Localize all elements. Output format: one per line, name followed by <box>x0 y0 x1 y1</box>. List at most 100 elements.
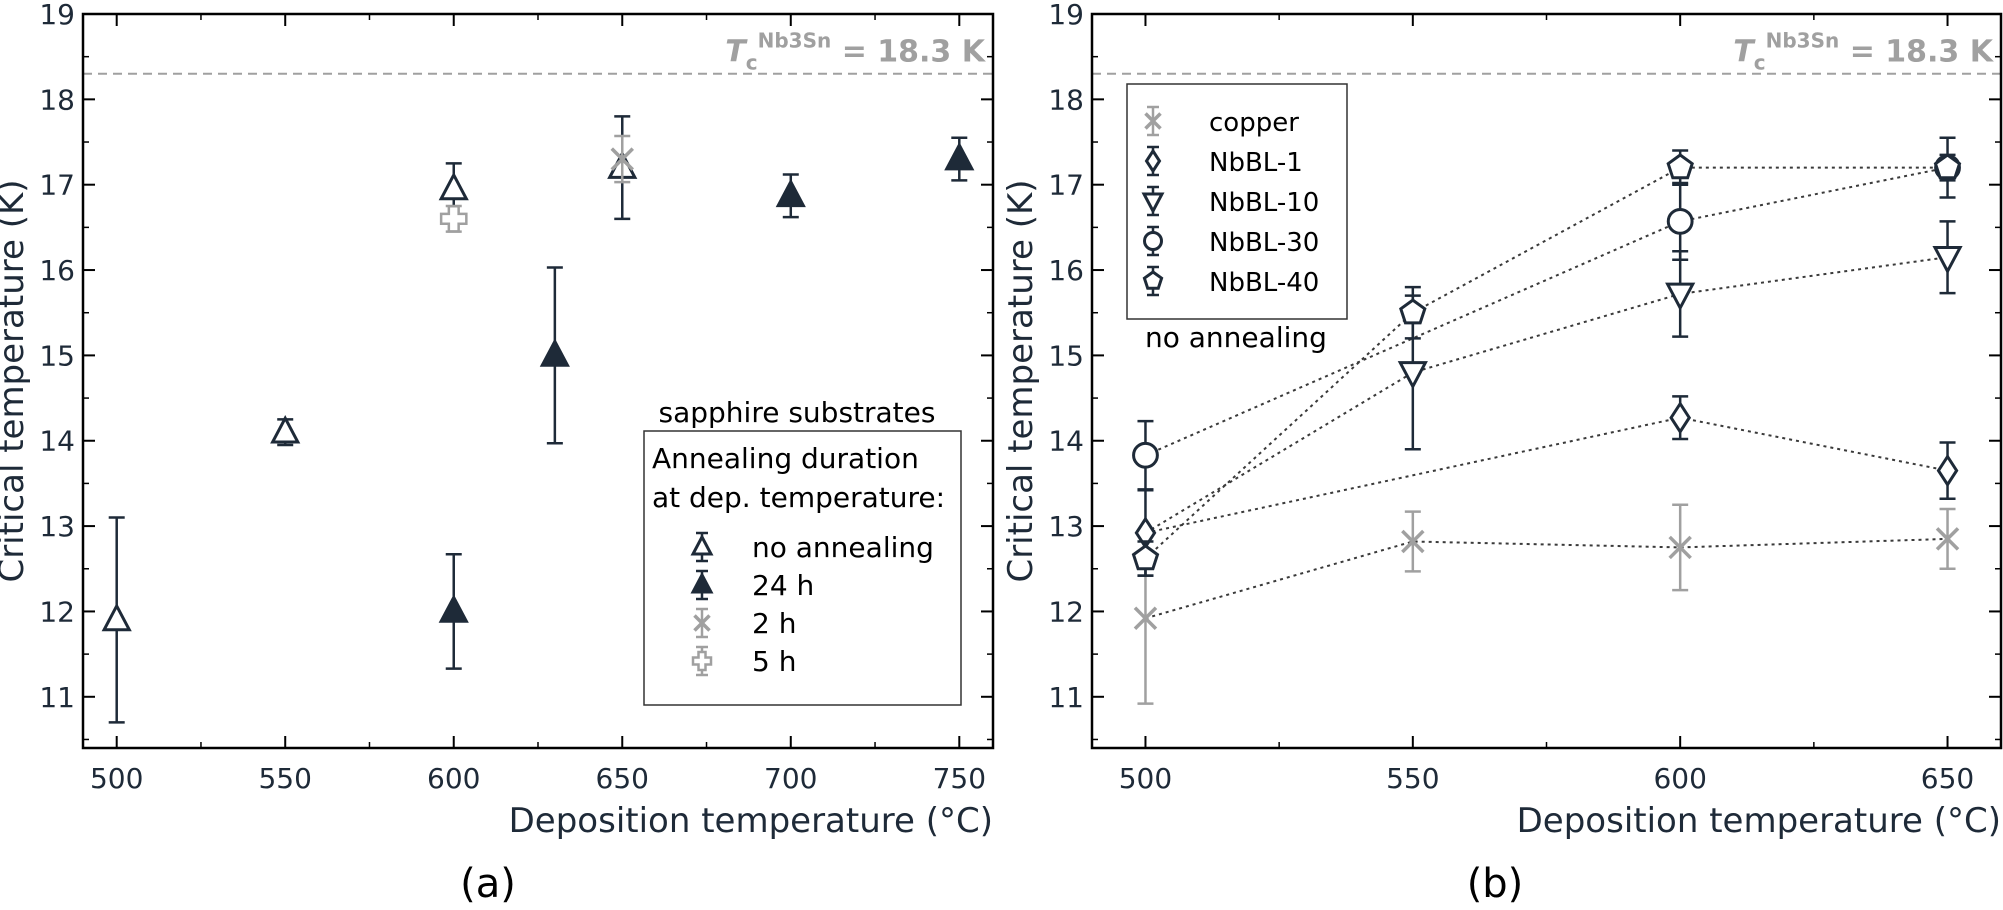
legend-label: 5 h <box>752 645 796 678</box>
data-point <box>439 204 468 233</box>
data-point <box>1935 527 1960 551</box>
data-point <box>1936 453 1959 488</box>
data-point <box>1133 606 1158 631</box>
legend-subtitle: at dep. temperature: <box>652 481 945 514</box>
legend-marker <box>1143 231 1163 251</box>
x-tick-label: 600 <box>1653 762 1706 795</box>
x-axis-label: Deposition temperature (°C) <box>509 801 993 841</box>
y-tick-label: 15 <box>1048 339 1084 372</box>
data-point <box>1397 361 1428 390</box>
data-point <box>1666 153 1694 180</box>
x-tick-label: 500 <box>90 762 143 795</box>
legend-label: NbBL-40 <box>1209 268 1319 298</box>
data-point <box>1132 441 1159 469</box>
tc-superscript: Nb3Sn <box>1766 29 1840 53</box>
data-point <box>1665 282 1696 312</box>
data-point <box>101 602 132 632</box>
series-nbbl-40 <box>1131 149 1962 577</box>
y-tick-label: 18 <box>1048 83 1084 116</box>
tc-subscript: c <box>1754 51 1766 75</box>
data-point <box>438 594 469 623</box>
x-tick-label: 500 <box>1119 762 1172 795</box>
y-tick-label: 12 <box>39 595 75 628</box>
marker-stroke <box>1668 535 1692 560</box>
data-point <box>1401 529 1425 554</box>
x-tick-label: 750 <box>933 762 986 795</box>
legend-subtitle: Annealing duration <box>652 442 919 475</box>
y-axis-label: Critical temperature (K) <box>1001 179 1041 582</box>
marker-stroke <box>610 147 634 171</box>
chart-panel-a: TcNb3Sn = 18.3 K 500 550 600 650 700 750 11 12 13… <box>0 0 995 841</box>
legend-label: NbBL-1 <box>1209 148 1303 178</box>
x-tick-label: 550 <box>1386 762 1439 795</box>
marker-stroke <box>1133 606 1158 631</box>
y-tick-label: 11 <box>1048 681 1084 714</box>
data-point <box>1932 245 1963 275</box>
legend-item: 2 h <box>693 607 796 640</box>
tc-reference-label-b: TcNb3Sn = 18.3 K <box>1733 29 1994 75</box>
y-tick-label: 13 <box>39 510 75 543</box>
legend-item: no annealing <box>690 531 934 564</box>
tc-symbol: T <box>1733 35 1756 70</box>
dotted-connector-line <box>1145 537 1948 620</box>
legend-item: NbBL-1 <box>1144 145 1303 178</box>
series-nbbl-1 <box>1134 395 1959 577</box>
y-tick-label: 18 <box>39 83 75 116</box>
tc-value: = 18.3 K <box>831 35 986 70</box>
legend-marker <box>690 571 714 594</box>
x-tick-label: 650 <box>1921 762 1974 795</box>
legend-title: sapphire substrates <box>659 396 936 429</box>
legend-note: no annealing <box>1145 321 1327 354</box>
tc-subscript: c <box>746 51 758 75</box>
legend-label: copper <box>1209 108 1299 138</box>
marker-stroke <box>1144 112 1162 130</box>
tc-symbol: T <box>725 35 748 70</box>
data-point <box>610 147 634 171</box>
legend-marker <box>1144 112 1162 130</box>
panel-label-b: (b) <box>1467 861 1524 907</box>
data-point <box>539 338 570 367</box>
data-point <box>1668 535 1692 560</box>
series-24-h <box>438 136 975 670</box>
x-tick-label: 600 <box>427 762 480 795</box>
y-tick-label: 11 <box>39 681 75 714</box>
legend-marker <box>1142 270 1164 290</box>
y-tick-label: 12 <box>1048 595 1084 628</box>
data-point <box>775 178 806 208</box>
y-axis-label: Critical temperature (K) <box>0 179 32 582</box>
y-tick-label: 16 <box>1048 254 1084 287</box>
y-tick-label: 13 <box>1048 510 1084 543</box>
series-copper <box>1133 503 1960 705</box>
y-tick-label: 14 <box>39 425 75 458</box>
y-tick-label: 16 <box>39 254 75 287</box>
legend-marker <box>693 614 711 632</box>
marker-stroke <box>1935 527 1960 551</box>
x-tick-label: 550 <box>258 762 311 795</box>
y-tick-label: 17 <box>1048 169 1084 202</box>
legend-item: NbBL-10 <box>1141 185 1319 218</box>
dotted-connector-line <box>1144 256 1948 534</box>
data-point <box>1399 298 1427 325</box>
tc-reference-label-a: TcNb3Sn = 18.3 K <box>725 29 986 75</box>
legend-label: no annealing <box>752 531 934 564</box>
legend-box <box>1126 83 1348 320</box>
marker-stroke <box>1401 529 1425 554</box>
legend-item: NbBL-40 <box>1142 265 1319 298</box>
x-tick-label: 700 <box>764 762 817 795</box>
data-point <box>270 415 301 444</box>
x-tick-label: 650 <box>596 762 649 795</box>
dotted-connector-line <box>1145 416 1948 534</box>
data-point <box>1669 400 1692 435</box>
legend-marker <box>1141 192 1165 215</box>
legend-item: copper <box>1144 105 1299 138</box>
legend-item: 24 h <box>690 569 814 602</box>
tc-value: = 18.3 K <box>1839 35 1994 70</box>
panel-label-a: (a) <box>460 861 516 907</box>
legend-label: NbBL-30 <box>1209 228 1319 258</box>
legend-item: NbBL-30 <box>1143 225 1319 258</box>
legend-label: 2 h <box>752 607 796 640</box>
y-tick-label: 17 <box>39 169 75 202</box>
tc-superscript: Nb3Sn <box>758 29 832 53</box>
legend-marker <box>691 650 713 672</box>
series-2-h <box>610 134 634 184</box>
